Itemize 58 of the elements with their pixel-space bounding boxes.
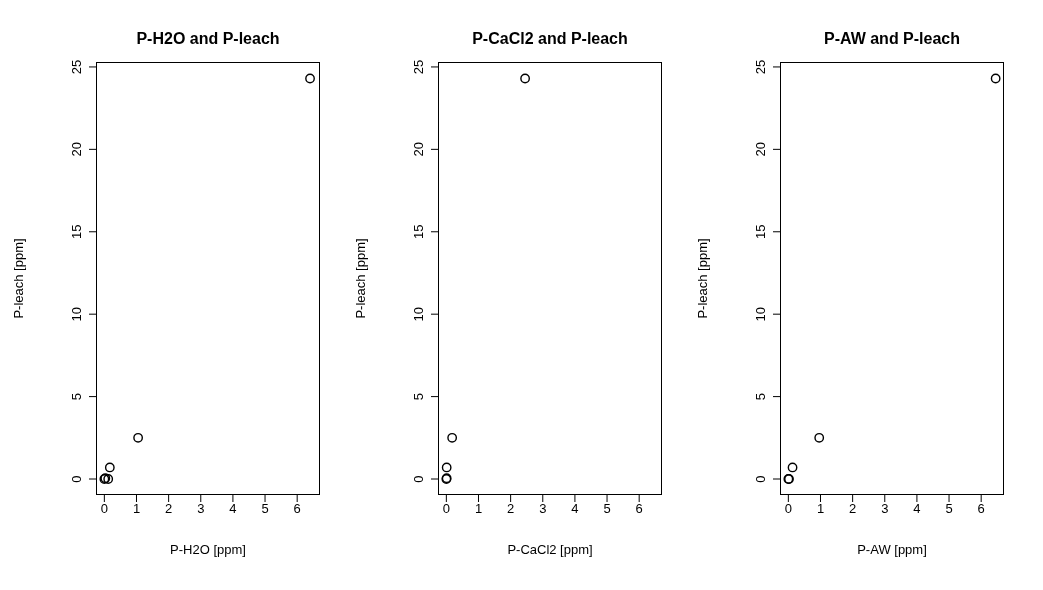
x-tick-label: 0 xyxy=(442,501,450,517)
chart-title: P-CaCl2 and P-leach xyxy=(471,30,629,48)
y-tick-label: 0 xyxy=(69,475,84,483)
point xyxy=(787,462,798,473)
x-tick-label: 2 xyxy=(165,501,173,517)
y-tick-label: 0 xyxy=(411,475,426,483)
y-tick-label: 15 xyxy=(753,224,768,240)
x-axis-title: P-AW [ppm] xyxy=(857,542,927,557)
point xyxy=(305,73,315,84)
x-tick-label: 1 xyxy=(474,501,483,517)
x-tick-label: 3 xyxy=(881,501,889,517)
x-tick-label: 5 xyxy=(603,501,611,517)
y-axis-title: P-leach [ppm] xyxy=(10,238,26,319)
point xyxy=(133,432,143,443)
x-tick-label: 6 xyxy=(635,501,643,517)
point xyxy=(814,432,825,443)
y-tick-label: 15 xyxy=(69,224,84,240)
x-tick-label: 2 xyxy=(849,501,857,517)
x-tick-label: 0 xyxy=(784,501,792,517)
x-tick-label: 4 xyxy=(571,501,579,517)
y-tick-label: 25 xyxy=(69,59,84,75)
x-tick-label: 5 xyxy=(945,501,953,517)
point xyxy=(447,432,458,443)
point xyxy=(441,462,452,473)
y-tick-label: 25 xyxy=(753,59,768,75)
y-tick-label: 0 xyxy=(753,475,768,483)
y-tick-label: 15 xyxy=(411,224,426,240)
y-tick-label: 20 xyxy=(753,142,768,157)
x-tick-label: 3 xyxy=(539,501,547,517)
point xyxy=(103,474,114,484)
y-tick-label: 10 xyxy=(753,306,768,322)
x-tick-label: 6 xyxy=(977,501,985,517)
y-tick-label: 20 xyxy=(411,142,426,157)
y-tick-label: 5 xyxy=(411,392,426,401)
y-tick-label: 25 xyxy=(411,59,426,75)
point xyxy=(990,73,1001,84)
x-tick-label: 0 xyxy=(100,501,108,517)
x-axis-title: P-H2O [ppm] xyxy=(170,542,246,557)
x-tick-label: 4 xyxy=(913,501,921,517)
chart-title: P-H2O and P-leach xyxy=(135,30,281,48)
point xyxy=(104,462,115,473)
x-tick-label: 5 xyxy=(261,501,269,517)
point xyxy=(520,73,530,84)
y-tick-label: 5 xyxy=(69,392,84,401)
y-tick-label: 10 xyxy=(69,306,84,322)
x-tick-label: 6 xyxy=(293,501,301,517)
x-axis-title: P-CaCl2 [ppm] xyxy=(507,542,593,557)
y-axis-title: P-leach [ppm] xyxy=(352,238,368,319)
chart-title: P-AW and P-leach xyxy=(823,30,961,48)
x-tick-label: 2 xyxy=(507,501,515,517)
x-tick-label: 1 xyxy=(132,501,141,517)
x-tick-label: 4 xyxy=(229,501,237,517)
y-axis-title: P-leach [ppm] xyxy=(694,238,710,319)
y-tick-label: 5 xyxy=(753,392,768,401)
x-tick-label: 1 xyxy=(816,501,825,517)
y-tick-label: 10 xyxy=(411,306,426,322)
x-tick-label: 3 xyxy=(197,501,205,517)
y-tick-label: 20 xyxy=(69,142,84,157)
